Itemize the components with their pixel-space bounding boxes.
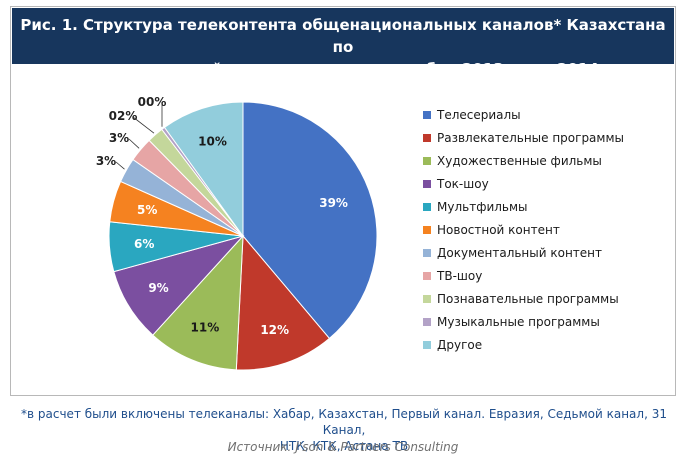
chart-title-line-2: числу наименований в сетке вещания, дека… — [41, 60, 645, 78]
legend-swatch-9 — [423, 294, 431, 303]
chart-frame: Рис. 1. Структура телеконтента общенацио… — [10, 6, 676, 396]
slice-label-6: 5% — [137, 203, 157, 217]
legend-label-4: Ток-шоу — [437, 176, 489, 191]
legend-swatch-4 — [423, 179, 431, 188]
legend-label-9: Познавательные программы — [437, 291, 619, 306]
footnote-line-2: НТК, КТК, Астана ТВ — [279, 439, 409, 453]
legend-swatch-3 — [423, 156, 431, 165]
legend-item-3: Художественные фильмы — [423, 149, 624, 172]
legend-label-2: Развлекательные программы — [437, 130, 624, 145]
legend-label-6: Новостной контент — [437, 222, 560, 237]
legend-label-1: Телесериалы — [437, 107, 521, 122]
legend-item-11: Другое — [423, 333, 624, 356]
pie-slice-3 — [152, 234, 244, 371]
legend-label-5: Мультфильмы — [437, 199, 528, 214]
chart-title: Рис. 1. Структура телеконтента общенацио… — [12, 8, 674, 78]
legend-swatch-11 — [423, 340, 431, 349]
chart-title-line-1: Рис. 1. Структура телеконтента общенацио… — [20, 16, 666, 56]
legend-swatch-7 — [423, 248, 431, 257]
legend-label-10: Музыкальные программы — [437, 314, 600, 329]
pie-slice-1 — [242, 101, 378, 340]
slice-label-9: 02% — [109, 109, 138, 123]
legend-item-10: Музыкальные программы — [423, 310, 624, 333]
chart-legend: Телесериалы Развлекательные программы Худо… — [423, 103, 624, 356]
source-note: Источник: J'son & Partners Consulting — [227, 440, 459, 454]
footnote-line-1: *в расчет были включены телеканалы: Хаба… — [21, 407, 667, 437]
leader-line-7 — [115, 161, 125, 170]
slice-label-2: 12% — [260, 323, 289, 337]
legend-swatch-1 — [423, 110, 431, 119]
slice-label-11: 10% — [198, 135, 227, 149]
legend-item-4: Ток-шоу — [423, 172, 624, 195]
slice-label-10: 00% — [138, 95, 167, 109]
legend-swatch-2 — [423, 133, 431, 142]
slice-label-4: 9% — [148, 281, 168, 295]
pie-slice-11 — [163, 101, 244, 238]
leader-line-8 — [128, 138, 140, 149]
slice-label-5: 6% — [134, 237, 154, 251]
legend-item-9: Познавательные программы — [423, 287, 624, 310]
legend-swatch-6 — [423, 225, 431, 234]
leader-line-9 — [132, 116, 155, 134]
pie-chart: 39% 12% 11% 9% 6% 5% 3% 3% 02%00% 10% — [96, 95, 378, 371]
slice-label-7: 3% — [96, 154, 116, 168]
pie-slice-2 — [235, 234, 331, 371]
legend-label-7: Документальный контент — [437, 245, 603, 260]
legend-swatch-8 — [423, 271, 431, 280]
legend-item-8: ТВ-шоу — [423, 264, 624, 287]
legend-item-7: Документальный контент — [423, 241, 624, 264]
legend-swatch-10 — [423, 317, 431, 326]
footnote: *в расчет были включены телеканалы: Хаба… — [4, 406, 684, 454]
legend-label-3: Художественные фильмы — [437, 153, 602, 168]
legend-label-11: Другое — [437, 337, 483, 352]
slice-label-8: 3% — [109, 131, 129, 145]
legend-item-5: Мультфильмы — [423, 195, 624, 218]
slice-label-1: 39% — [319, 196, 348, 210]
legend-item-6: Новостной контент — [423, 218, 624, 241]
legend-item-2: Развлекательные программы — [423, 126, 624, 149]
slice-label-3: 11% — [191, 321, 220, 335]
legend-label-8: ТВ-шоу — [437, 268, 483, 283]
legend-swatch-5 — [423, 202, 431, 211]
legend-item-1: Телесериалы — [423, 103, 624, 126]
